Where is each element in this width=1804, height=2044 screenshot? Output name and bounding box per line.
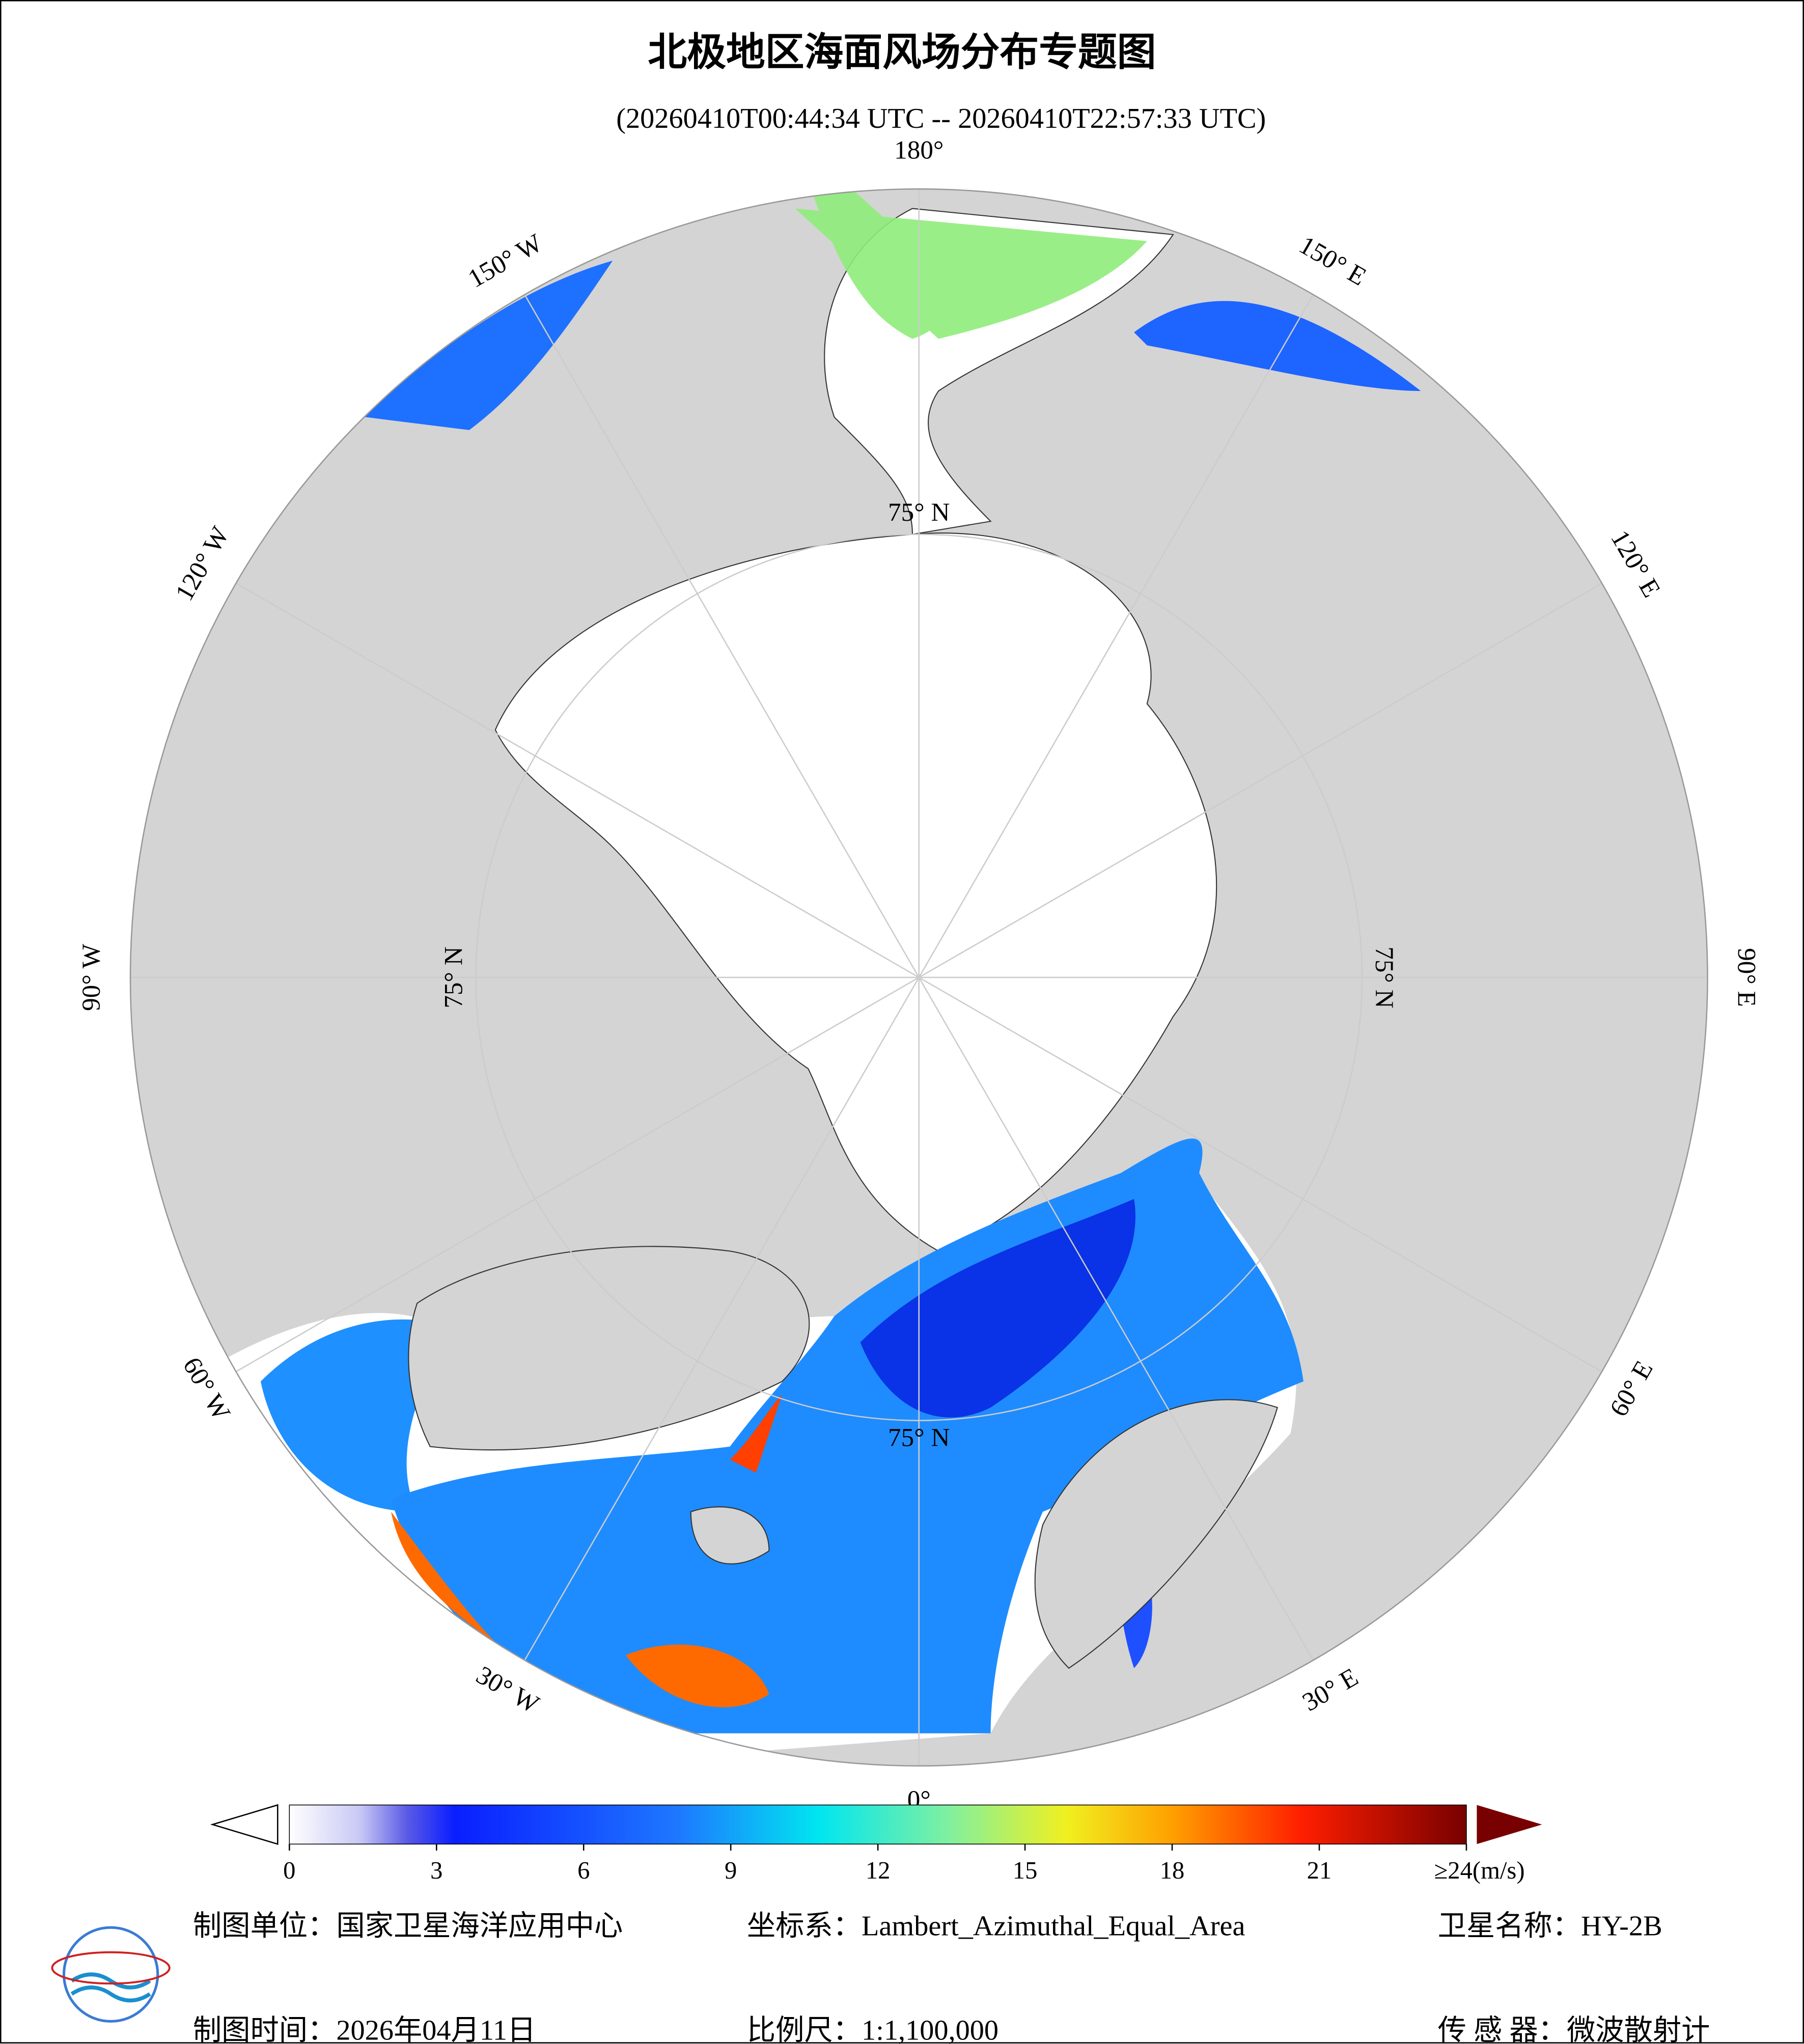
meridian [235,582,920,978]
colorbar-tick-label: 12 [866,1857,891,1884]
title: 北极地区海面风场分布专题图 [648,30,1156,75]
footer-text: 比例尺：1:1,100,000 [747,2014,998,2044]
footer-text: 制图时间：2026年04月11日 [193,2014,536,2044]
footer-text: 卫星名称：HY-2B [1438,1911,1662,1942]
meridian [524,294,920,978]
meridian-label: 180° [894,135,943,164]
colorbar-tick-label: 6 [577,1857,590,1884]
colorbar-tick-label: 3 [430,1857,442,1884]
colorbar-tick-label: 21 [1307,1857,1332,1884]
meridian [235,976,920,1373]
meridian [524,977,920,1661]
subtitle: (20260410T00:44:34 UTC -- 20260410T22:57… [616,103,1266,134]
footer-text: 制图单位：国家卫星海洋应用中心 [193,1911,623,1942]
parallel-label: 75° N [888,498,950,527]
footer-text: 坐标系：Lambert_Azimuthal_Equal_Area [747,1911,1245,1942]
map-border [129,188,1708,1767]
logo [51,1926,171,2023]
colorbar-tick-label: 15 [1013,1857,1038,1884]
parallel-label: 75° N [888,1423,950,1452]
meridian [919,582,1602,978]
map [130,189,1708,1766]
colorbar-tick-label: 18 [1160,1857,1185,1884]
colorbar-tick-label: ≥24(m/s) [1434,1857,1525,1884]
parallel-label: 75° N [1370,946,1399,1008]
meridian [919,976,1602,1373]
parallel-label: 75° N [439,946,468,1008]
meridian-label: 90° E [1732,948,1761,1007]
meridian [918,294,1314,978]
colorbar-tick-label: 0 [283,1857,295,1884]
meridian-label: 90° W [77,943,106,1011]
colorbar [210,1804,1542,1845]
footer-text: 传 感 器：微波散射计 [1438,2014,1710,2044]
meridian [918,977,1314,1661]
colorbar-tick-label: 9 [725,1857,737,1884]
